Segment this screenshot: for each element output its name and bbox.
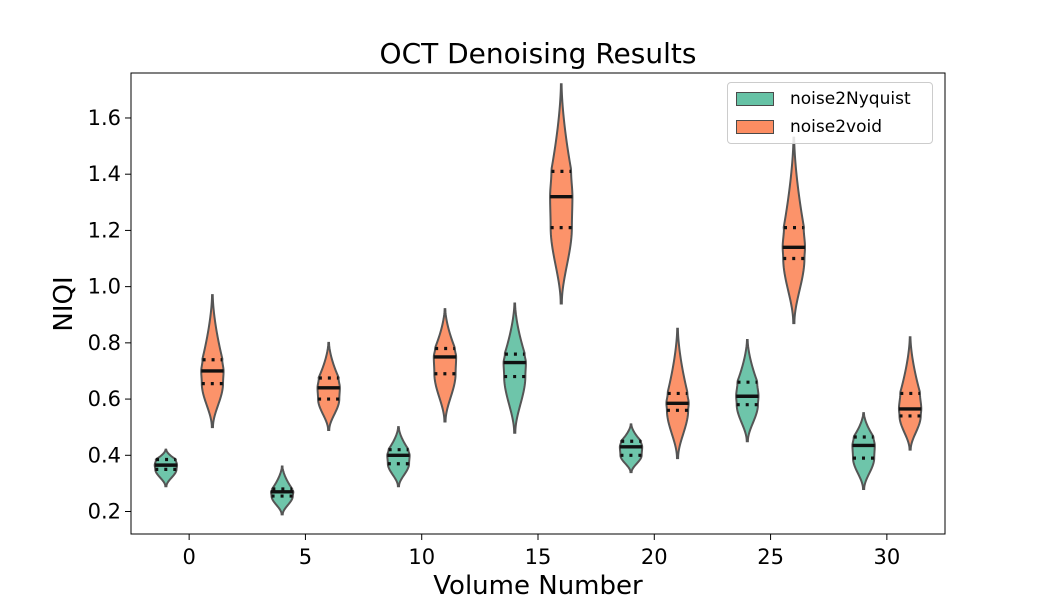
violin-body: [432, 308, 458, 423]
violin-body: [549, 83, 574, 305]
legend-label-noise2void: noise2void: [790, 117, 883, 137]
y-tick-label: 0.4: [88, 443, 121, 467]
violin-noise2void-16: [549, 83, 574, 305]
violin-noise2void-1: [200, 294, 225, 429]
x-tick-label: 15: [525, 545, 552, 569]
x-tick-label: 5: [299, 545, 312, 569]
y-tick-label: 1.4: [88, 162, 121, 186]
y-tick-label: 0.2: [88, 500, 121, 524]
violin-noise2nyquist-19: [618, 423, 644, 474]
x-tick-label: 30: [873, 545, 900, 569]
x-axis-label: Volume Number: [433, 571, 643, 600]
violin-noise2nyquist--1: [153, 448, 179, 488]
legend-item-noise2nyquist: noise2Nyquist: [736, 89, 911, 109]
legend-label-noise2nyquist: noise2Nyquist: [790, 89, 911, 109]
y-axis: 0.2 0.4 0.6 0.8 1.0 1.2 1.4 1.6: [88, 106, 131, 524]
violin-noise2nyquist-29: [851, 412, 876, 491]
violin-noise2void-6: [316, 341, 341, 431]
violin-noise2void-26: [781, 136, 806, 325]
violin-noise2nyquist-9: [386, 426, 411, 488]
x-axis: 0 5 10 15 20 25 30: [182, 534, 900, 569]
violin-noise2void-11: [432, 308, 458, 423]
violin-body: [735, 339, 760, 443]
x-tick-label: 10: [408, 545, 435, 569]
y-tick-label: 0.6: [88, 387, 121, 411]
y-tick-label: 1.2: [88, 218, 121, 242]
legend-swatch-noise2void: [736, 120, 774, 134]
violin-body: [851, 412, 876, 491]
legend-item-noise2void: noise2void: [736, 117, 882, 137]
violin-noise2void-21: [665, 327, 690, 460]
violin-noise2void-31: [897, 336, 923, 451]
y-tick-label: 0.8: [88, 331, 121, 355]
violin-body: [781, 136, 806, 325]
legend: noise2Nyquist noise2void: [727, 82, 933, 144]
x-tick-label: 25: [757, 545, 784, 569]
violin-body: [502, 302, 527, 434]
violin-noise2nyquist-4: [270, 465, 295, 516]
y-tick-label: 1.0: [88, 275, 121, 299]
x-tick-label: 0: [182, 545, 195, 569]
y-axis-label: NIQI: [49, 276, 79, 331]
violins-layer: [153, 83, 923, 516]
violin-noise2nyquist-24: [735, 339, 760, 443]
x-tick-label: 20: [641, 545, 668, 569]
legend-swatch-noise2nyquist: [736, 92, 774, 106]
y-tick-label: 1.6: [88, 106, 121, 130]
violin-noise2nyquist-14: [502, 302, 527, 434]
chart-title: OCT Denoising Results: [380, 37, 697, 70]
